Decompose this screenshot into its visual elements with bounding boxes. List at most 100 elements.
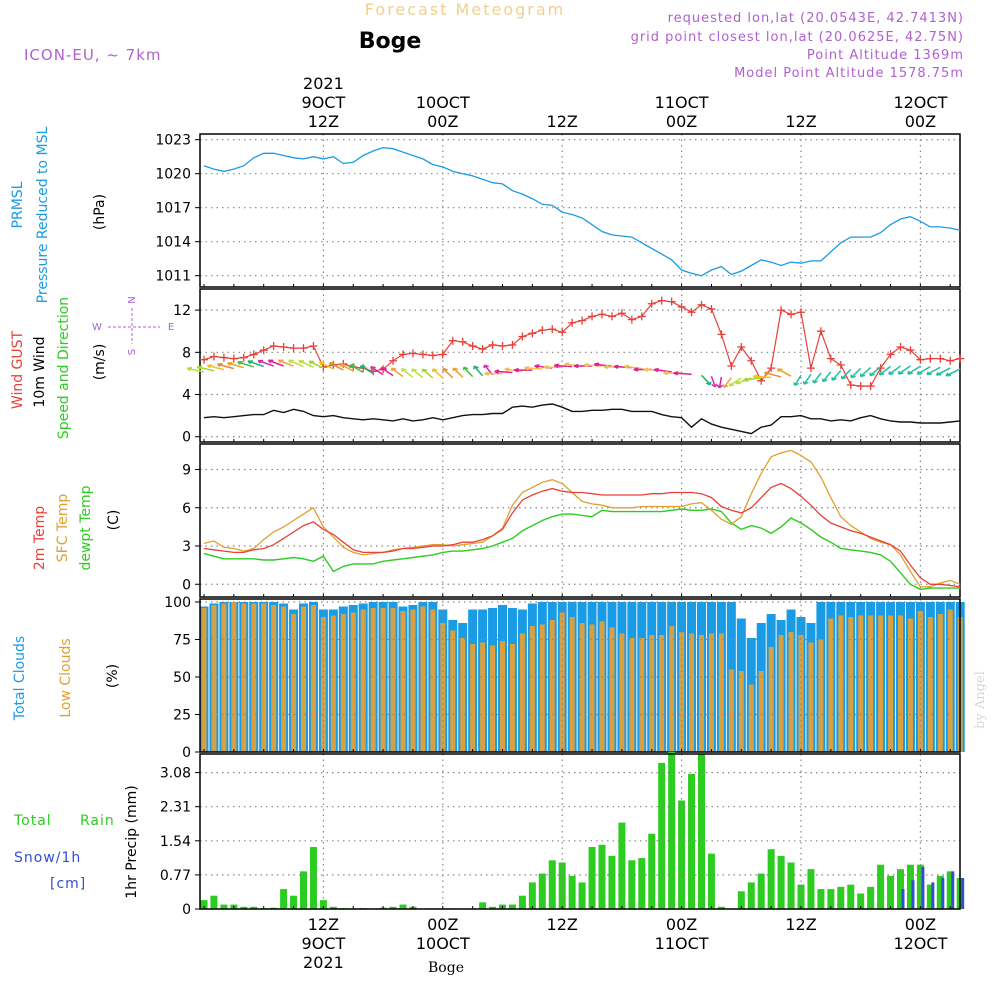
rain-bar [707, 853, 715, 909]
panel-frame [199, 753, 961, 910]
y-tick-label: 8 [182, 345, 191, 361]
wind-arrow-head [227, 361, 233, 367]
wind-gust-marker [926, 354, 935, 363]
wind-gust-marker [647, 299, 656, 308]
y-tick-label: 3 [182, 539, 191, 555]
bottom-time-label: 00Z [905, 915, 936, 934]
low-cloud-bar [509, 644, 515, 752]
low-cloud-bar [738, 671, 744, 752]
low-cloud-bar [500, 641, 505, 752]
low-cloud-bar [490, 645, 496, 752]
rain-bar [290, 895, 298, 909]
wind-direction-arrow [794, 374, 802, 386]
wind-direction-arrow [217, 363, 235, 370]
rain-bar [757, 873, 765, 909]
wind-gust-marker [896, 343, 905, 352]
wind-direction-arrow [594, 363, 613, 368]
wind-direction-arrow [257, 359, 274, 367]
wind-gust-marker [667, 297, 676, 306]
low-cloud-bar [480, 642, 486, 752]
wind-arrow-head [298, 359, 305, 364]
low-cloud-bar [400, 611, 406, 752]
wind-arrow-head [196, 365, 203, 370]
rain-bar [200, 900, 208, 909]
wind-gust-marker [886, 350, 895, 359]
y-tick-label: 2.31 [160, 800, 191, 816]
bottom-time-label: 12Z [547, 915, 578, 934]
wind-direction-arrow [432, 368, 444, 379]
footer-station: Boge [428, 960, 464, 976]
prmsl-label: PRMSL [10, 181, 26, 228]
wind-gust-marker [279, 343, 288, 352]
wind-unit-label: (m/s) [92, 344, 108, 381]
wind-arrow-head [583, 362, 589, 368]
low-cloud-bar [858, 615, 864, 752]
wind-arrow-head [431, 368, 438, 373]
low-cloud-bar [927, 617, 933, 752]
wind-direction-arrow [624, 365, 642, 370]
wind-gust-marker [488, 340, 497, 349]
wind-arrow-head [216, 363, 223, 368]
wind-direction-arrow [753, 375, 772, 379]
wind-gust-marker [229, 354, 238, 363]
low-cloud-bar [778, 635, 784, 752]
top-time-label: 10OCT [416, 93, 470, 112]
low-cloud-bar [410, 609, 416, 752]
pressure-line [203, 146, 961, 277]
wind-gust-marker [737, 343, 746, 352]
y-tick-label: 0.77 [160, 868, 191, 884]
rain-bar [479, 902, 487, 909]
panel-frame [199, 288, 961, 443]
wind-direction-arrow [411, 368, 424, 379]
panel-4: 0 0.77 1.54 2.31 3.08 [160, 751, 965, 918]
rain-bar [747, 882, 755, 909]
wind-direction-arrow [897, 365, 911, 375]
rain-bar [628, 860, 636, 909]
low-cloud-bar [251, 603, 257, 752]
total-label: Total [13, 813, 52, 829]
wind-gust-marker [677, 302, 686, 311]
y-tick-label: 0 [182, 577, 191, 593]
low-cloud-bar [689, 633, 695, 752]
low-cloud-bar [679, 632, 685, 752]
wind-arrow-head [613, 364, 619, 369]
low-cloud-bar [420, 606, 426, 752]
wind-gust-marker [498, 341, 507, 350]
wind-direction-arrow [494, 370, 513, 374]
meteogram-panels: 1011101410171020102304812036902550751000… [155, 133, 965, 918]
wind-gust-marker [717, 330, 726, 339]
wind-arrow-head [705, 381, 712, 386]
top-time-label: 12Z [547, 112, 578, 131]
gridpoint-coords: grid point closest lon,lat (20.0625E, 42… [631, 30, 964, 45]
wind-arrow-head [277, 359, 284, 364]
wind-gust-label: Wind GUST [10, 330, 26, 409]
temp-2m-label: 2m Temp [32, 506, 48, 570]
wind-direction-arrow [390, 367, 404, 378]
snow-unit-label: [cm] [50, 876, 86, 892]
wind-arrow-head [888, 371, 894, 376]
wind-direction-arrow [554, 364, 573, 368]
wind-gust-marker [399, 350, 407, 359]
wind-arrow-head [247, 360, 253, 365]
low-cloud-bar [718, 633, 724, 752]
wind-direction-arrow [360, 365, 374, 375]
wind-arrow-head [878, 371, 885, 376]
wind-arrow-head [603, 364, 609, 370]
wind-arrow-head [308, 360, 315, 365]
rain-bar [857, 893, 865, 909]
rain-bar [548, 860, 556, 909]
wind-gust-marker [777, 306, 786, 315]
wind-gust-marker [637, 312, 646, 321]
rain-bar [598, 844, 606, 909]
wind-arrow-head [764, 371, 770, 376]
wind-gust-marker [607, 312, 616, 321]
low-cloud-bar [818, 639, 824, 752]
rain-bar [518, 895, 526, 909]
wind-arrow-head [442, 367, 448, 372]
wind-direction-arrow [812, 372, 822, 384]
low-cloud-bar [211, 605, 217, 752]
panel-0: 1011 1014 1017 1020 1023 [155, 133, 961, 288]
low-cloud-bar [937, 614, 943, 752]
y-tick-label: 9 [182, 463, 191, 479]
precip-unit-label: 1hr Precip (mm) [124, 785, 140, 898]
